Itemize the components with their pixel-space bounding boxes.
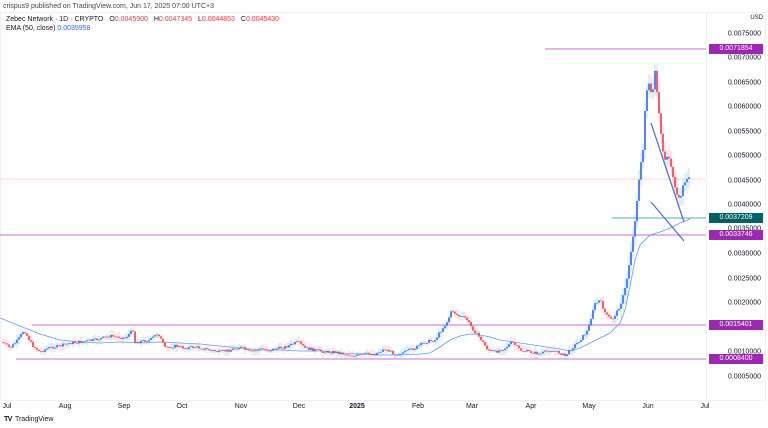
time-tick: Apr xyxy=(525,403,537,410)
price-tick: 0.0025000 xyxy=(727,275,761,283)
time-tick: Nov xyxy=(234,403,248,410)
level-badge: 0.0037209 xyxy=(709,213,763,223)
price-chart[interactable] xyxy=(0,0,706,401)
price-tick: 0.0010000 xyxy=(727,348,761,356)
level-badge: 0.0015401 xyxy=(709,320,763,330)
price-tick: 0.0040000 xyxy=(727,201,761,209)
ema-label[interactable]: EMA (50, close) xyxy=(6,25,56,32)
price-tick: 0.0070000 xyxy=(727,54,761,62)
close-value: 0.0045430 xyxy=(245,16,280,23)
price-axis[interactable]: USD 0.0075000 0.0070000 0.0065000 0.0060… xyxy=(706,12,767,401)
level-badge: 0.0071854 xyxy=(709,44,763,54)
time-tick: Aug xyxy=(58,403,72,410)
price-tick: 0.0060000 xyxy=(727,103,761,111)
price-tick: 0.0030000 xyxy=(727,250,761,258)
chart-frame xyxy=(0,12,766,401)
time-tick: May xyxy=(582,403,596,410)
horizontal-levels xyxy=(0,48,706,360)
time-tick: Sep xyxy=(117,403,131,410)
time-tick: Dec xyxy=(292,403,306,410)
time-tick: Jul xyxy=(700,403,710,410)
tradingview-brand: TradingView xyxy=(14,416,54,423)
price-tick: 0.0065000 xyxy=(727,79,761,87)
ema-line xyxy=(0,218,691,356)
time-axis[interactable]: Jul Aug Sep Oct Nov Dec 2025 Feb Mar Apr… xyxy=(0,401,710,413)
low-value: 0.0044853 xyxy=(201,16,235,23)
chart-legend: Zebec Network · 1D · CRYPTO O0.0045900 H… xyxy=(6,16,280,32)
ema-value: 0.0035958 xyxy=(57,25,91,32)
time-tick: 2025 xyxy=(349,403,365,410)
time-tick: Jul xyxy=(2,403,12,410)
high-value: 0.0047345 xyxy=(158,16,192,23)
symbol-title[interactable]: Zebec Network · 1D · CRYPTO xyxy=(6,16,104,23)
price-tick: 0.0020000 xyxy=(727,299,761,307)
currency-label: USD xyxy=(750,15,763,21)
publisher-line: crispus9 published on TradingView.com, J… xyxy=(3,3,214,10)
price-tick: 0.0035000 xyxy=(727,225,761,233)
price-tick: 0.0005000 xyxy=(727,373,761,381)
tradingview-footer[interactable]: TV TradingView xyxy=(4,416,53,423)
level-badge: 0.0033746 xyxy=(709,230,763,240)
candles xyxy=(2,63,690,361)
time-tick: Oct xyxy=(176,403,188,410)
tradingview-logo-icon: TV xyxy=(4,416,12,423)
time-tick: Mar xyxy=(465,403,479,410)
price-tick: 0.0055000 xyxy=(727,128,761,136)
time-tick: Jun xyxy=(642,403,654,410)
price-tick: 0.0045000 xyxy=(727,177,761,185)
time-tick: Feb xyxy=(411,403,425,410)
level-badge: 0.0008400 xyxy=(709,354,763,364)
price-tick: 0.0075000 xyxy=(727,30,761,38)
open-value: 0.0045900 xyxy=(114,16,148,23)
price-tick: 0.0050000 xyxy=(727,152,761,160)
